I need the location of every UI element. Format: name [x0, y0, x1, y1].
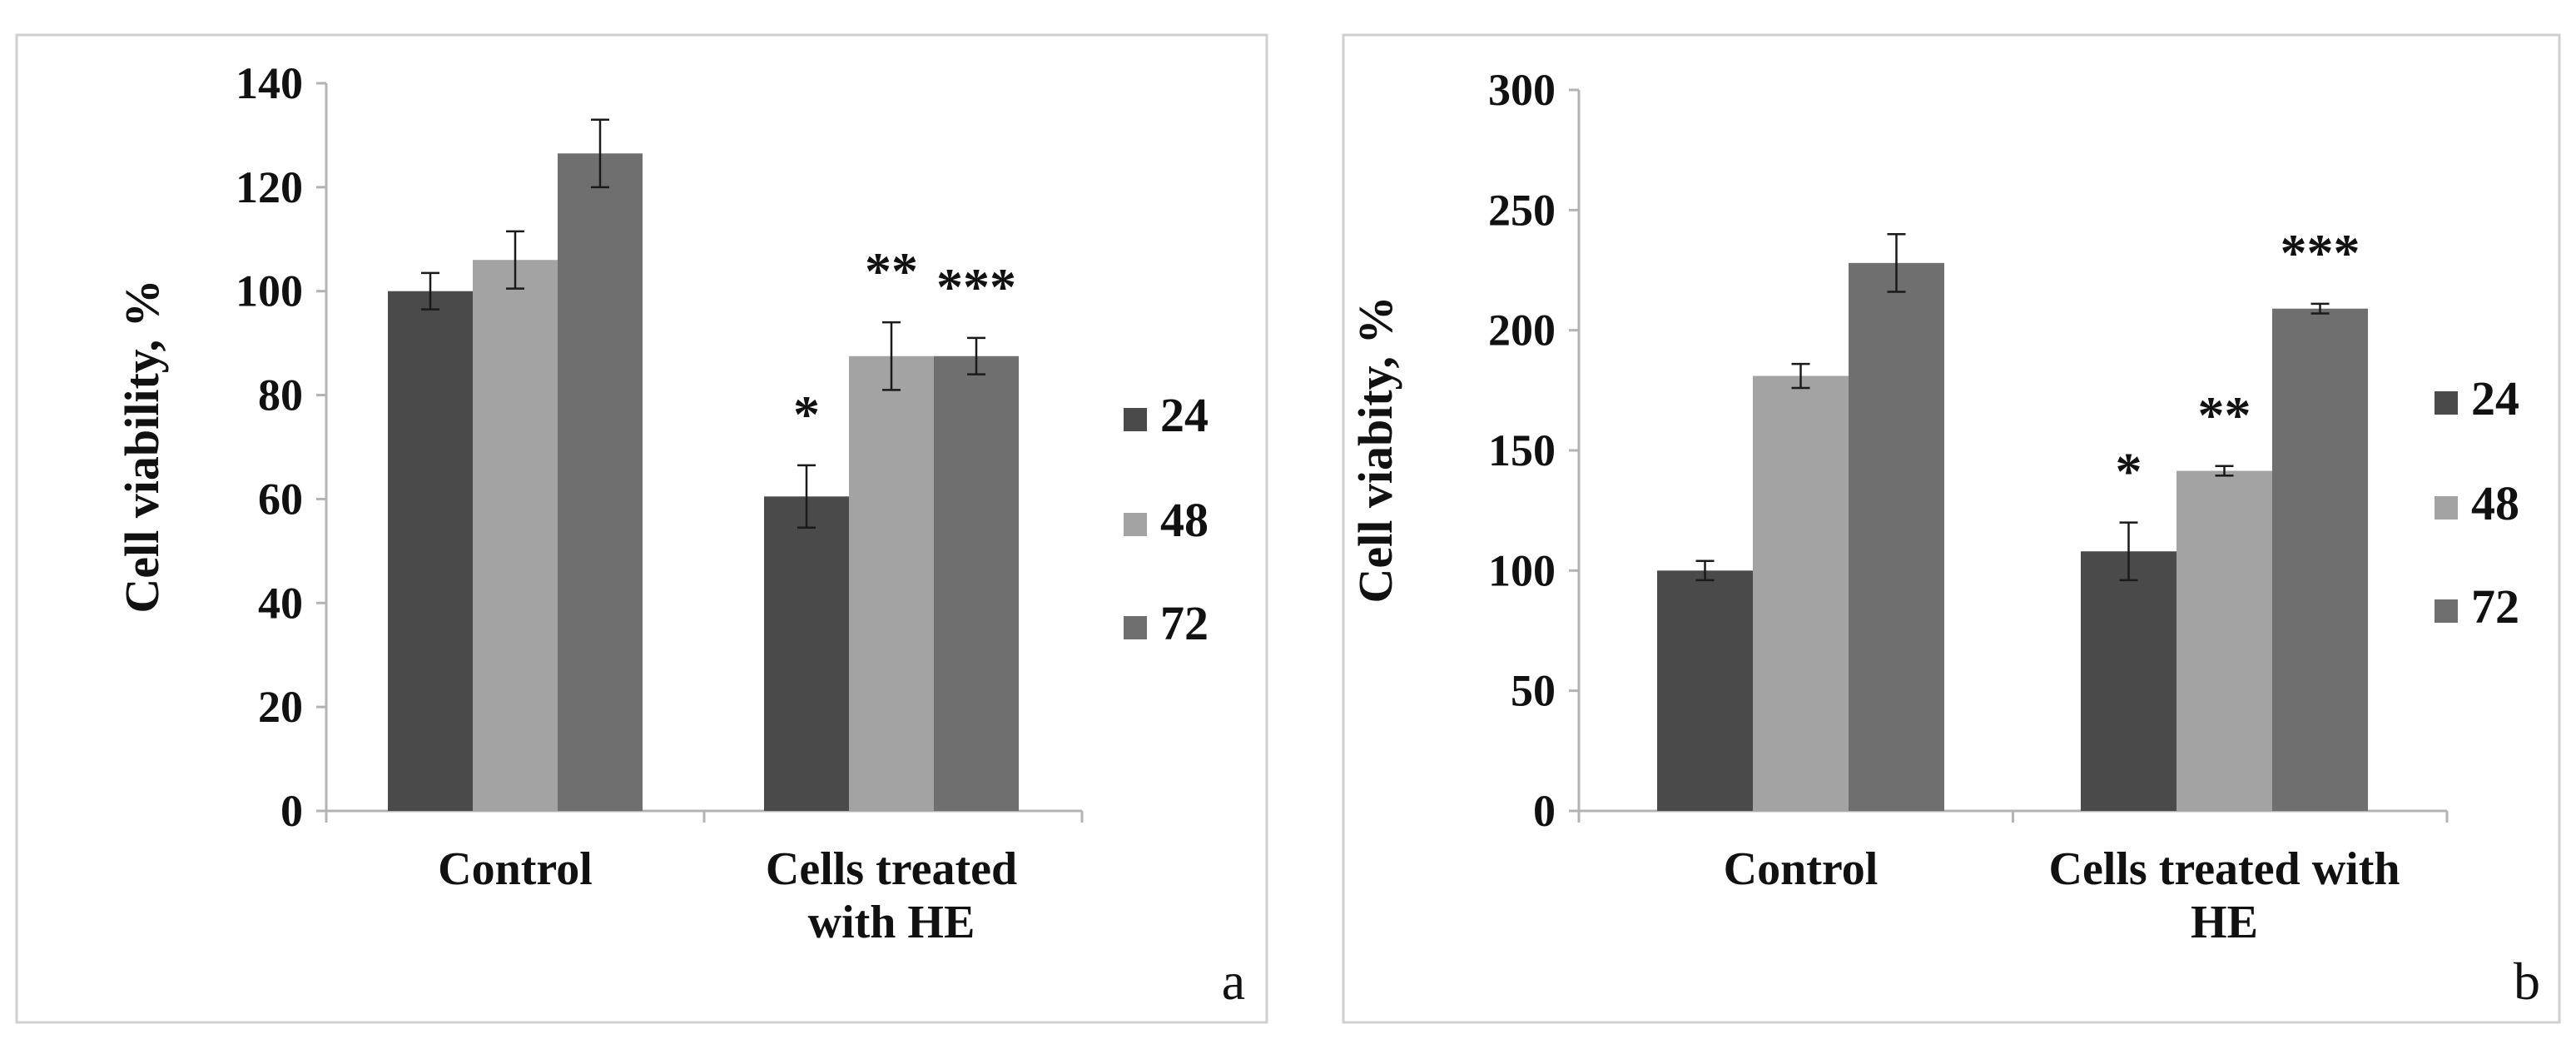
bar-24-cat0	[1657, 570, 1753, 811]
bar-48-cat1	[849, 355, 934, 811]
legend-label: 24	[2471, 371, 2519, 425]
legend-item: 48	[1124, 493, 1209, 547]
y-tick-label: 50	[1511, 666, 1556, 716]
significance-marker: *	[2116, 442, 2142, 501]
bar-24-cat1	[764, 496, 849, 811]
category-label: Control	[1724, 843, 1879, 895]
bar-72-cat0	[558, 153, 643, 811]
y-tick-label: 40	[258, 578, 303, 628]
category-label: Cells treated with	[2049, 843, 2400, 895]
error-bar	[1887, 232, 1906, 293]
y-tick-label: 120	[236, 162, 303, 212]
category-label: Control	[438, 843, 593, 895]
legend-label: 48	[2471, 476, 2519, 530]
legend-swatch	[1124, 513, 1147, 536]
bar-24-cat0	[388, 291, 473, 811]
significance-marker: **	[2198, 385, 2251, 445]
bar-48-cat0	[473, 260, 558, 811]
legend-swatch	[2435, 496, 2458, 520]
y-tick-label: 200	[1488, 306, 1556, 355]
error-bar	[1791, 362, 1810, 390]
significance-marker: ***	[2281, 223, 2360, 282]
bar-72-cat1	[2272, 308, 2368, 812]
y-tick-label: 100	[1488, 545, 1556, 595]
legend-swatch	[2435, 599, 2458, 623]
error-bar	[421, 271, 439, 311]
error-bar	[2310, 302, 2330, 315]
chart-panel-b: 0 50 100 150 200 250 300 Cell viabity, % Control…	[1342, 33, 2561, 1024]
legend-item: 72	[1124, 596, 1209, 650]
y-tick-label: 0	[1533, 786, 1556, 836]
y-tick-label: 150	[1488, 425, 1556, 475]
legend-item: 24	[1124, 388, 1209, 442]
error-bar	[2119, 521, 2138, 582]
category-label: with HE	[808, 897, 975, 948]
legend-label: 48	[1160, 493, 1209, 547]
error-bar	[882, 321, 901, 391]
error-bar	[506, 230, 524, 290]
y-tick-label: 100	[236, 266, 303, 316]
bar-48-cat1	[2176, 470, 2272, 811]
y-tick-label: 140	[236, 58, 303, 108]
y-tick-label: 60	[258, 474, 303, 524]
legend-label: 24	[1160, 388, 1209, 442]
panel-label: b	[2514, 952, 2540, 1011]
error-bar	[1695, 559, 1715, 582]
chart-panel-a: 0 20 40 60 80 100 120 140 Cell viability, % Contr…	[15, 33, 1268, 1024]
panel-label: a	[1222, 952, 1245, 1011]
category-label: Cells treated	[766, 843, 1017, 895]
y-tick-label: 250	[1488, 185, 1556, 235]
error-bar	[797, 464, 816, 530]
y-tick-label: 0	[280, 786, 303, 836]
y-tick-label: 300	[1488, 65, 1556, 115]
significance-marker: **	[865, 241, 918, 301]
legend-label: 72	[2471, 579, 2519, 634]
y-tick-label: 20	[258, 682, 303, 732]
legend-swatch	[1124, 408, 1147, 431]
bar-48-cat0	[1753, 375, 1849, 812]
bar-72-cat0	[1849, 262, 1944, 812]
legend-label: 72	[1160, 596, 1209, 650]
legend-swatch	[2435, 391, 2458, 415]
bar-24-cat1	[2081, 551, 2176, 811]
legend-item: 72	[2435, 579, 2519, 634]
significance-marker: *	[793, 385, 820, 444]
y-tick-label: 80	[258, 370, 303, 420]
y-axis-label: Cell viability, %	[115, 279, 169, 613]
legend-swatch	[1124, 616, 1147, 639]
significance-marker: ***	[936, 257, 1016, 316]
legend-item: 24	[2435, 371, 2519, 425]
category-label: HE	[2191, 897, 2258, 948]
error-bar	[2215, 465, 2234, 477]
error-bar	[591, 118, 609, 189]
error-bar	[967, 336, 985, 375]
legend-item: 48	[2435, 476, 2519, 530]
y-axis-label: Cell viabity, %	[1348, 296, 1402, 604]
bar-72-cat1	[934, 355, 1019, 811]
